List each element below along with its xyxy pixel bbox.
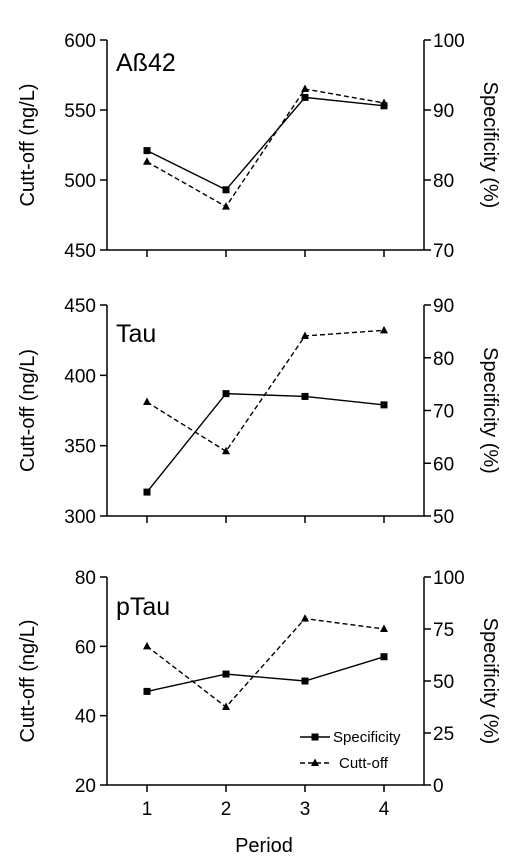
panel-title: pTau [116, 593, 170, 621]
series-line-cutt-off [146, 88, 385, 208]
x-tick-label: 3 [300, 799, 311, 820]
right-tick-label: 90 [433, 101, 454, 122]
left-tick-label: 400 [64, 366, 96, 387]
left-tick-label: 500 [64, 171, 96, 192]
left-tick-label: 300 [64, 507, 96, 528]
left-tick-label: 550 [64, 101, 96, 122]
right-tick-label: 80 [433, 171, 454, 192]
data-point-cutt-off [222, 702, 230, 710]
left-axis-title: Cutt-off (ng/L) [17, 619, 39, 742]
right-tick-label: 25 [433, 724, 454, 745]
panel-3: 20 40 60 80 0 25 50 75 100 1 2 3 4 Cutt-off (ng/L) Spe… [17, 568, 501, 820]
right-tick-label: 70 [433, 241, 454, 262]
right-tick-label: 70 [433, 402, 454, 423]
data-point-specificity [380, 653, 388, 661]
series-line-specificity [146, 656, 385, 693]
legend-label: Cutt-off [339, 755, 389, 772]
data-point-cutt-off [143, 641, 151, 650]
left-axis-title: Cutt-off (ng/L) [17, 349, 39, 472]
right-tick-label: 100 [433, 568, 465, 589]
series-line-specificity [146, 392, 385, 493]
data-point-specificity [143, 488, 151, 496]
data-point-cutt-off [143, 157, 151, 165]
data-point-cutt-off [301, 331, 309, 339]
data-point-specificity [222, 186, 230, 194]
legend-marker-square [311, 733, 319, 741]
right-tick-label: 60 [433, 454, 454, 475]
data-point-cutt-off [301, 614, 309, 622]
data-point-cutt-off [380, 98, 388, 106]
right-axis-title: Specificity (%) [479, 347, 501, 474]
data-point-cutt-off [380, 325, 388, 334]
data-point-specificity [301, 392, 309, 400]
left-tick-label: 20 [75, 776, 96, 797]
right-tick-label: 50 [433, 672, 454, 693]
left-tick-label: 60 [75, 637, 96, 658]
right-tick-label: 100 [433, 31, 465, 52]
right-axis-title: Specificity (%) [479, 82, 501, 209]
legend-label: Specificity [333, 729, 401, 746]
right-tick-label: 75 [433, 620, 454, 641]
left-tick-label: 350 [64, 437, 96, 458]
right-axis-title: Specificity (%) [479, 618, 501, 745]
right-tick-label: 90 [433, 296, 454, 317]
right-tick-label: 80 [433, 349, 454, 370]
series-line-cutt-off [146, 329, 385, 453]
panel-title: Aß42 [116, 49, 176, 77]
data-point-specificity [222, 390, 230, 398]
panel-2: 300 350 400 450 50 60 70 80 90 Cutt-off (ng/L) Spe… [17, 296, 501, 528]
left-tick-label: 600 [64, 31, 96, 52]
data-point-specificity [143, 147, 151, 155]
panel-title: Tau [116, 320, 156, 348]
legend-marker-triangle [311, 758, 319, 766]
legend: Specificity Cutt-off [300, 729, 401, 772]
data-point-specificity [380, 401, 388, 409]
data-point-cutt-off [380, 624, 388, 632]
data-point-specificity [301, 93, 309, 101]
data-point-cutt-off [222, 202, 230, 210]
data-point-cutt-off [301, 84, 309, 92]
data-point-specificity [222, 670, 230, 678]
right-tick-label: 0 [433, 776, 444, 797]
series-line-cutt-off [146, 617, 385, 708]
left-tick-label: 450 [64, 296, 96, 317]
data-point-specificity [143, 687, 151, 695]
left-tick-label: 80 [75, 568, 96, 589]
panel-1: 450 500 550 600 70 80 90 100 Cutt-off (ng/L) Spec… [17, 31, 501, 262]
left-tick-label: 40 [75, 707, 96, 728]
data-point-cutt-off [222, 446, 230, 455]
data-point-cutt-off [143, 397, 151, 406]
x-tick-label: 4 [379, 799, 390, 820]
left-axis-title: Cutt-off (ng/L) [17, 83, 39, 206]
x-tick-label: 1 [142, 799, 153, 820]
x-tick-label: 2 [221, 799, 232, 820]
data-point-specificity [301, 677, 309, 685]
right-tick-label: 50 [433, 507, 454, 528]
left-tick-label: 450 [64, 241, 96, 262]
series-line-specificity [146, 96, 385, 191]
x-axis-title: Period [235, 835, 293, 857]
